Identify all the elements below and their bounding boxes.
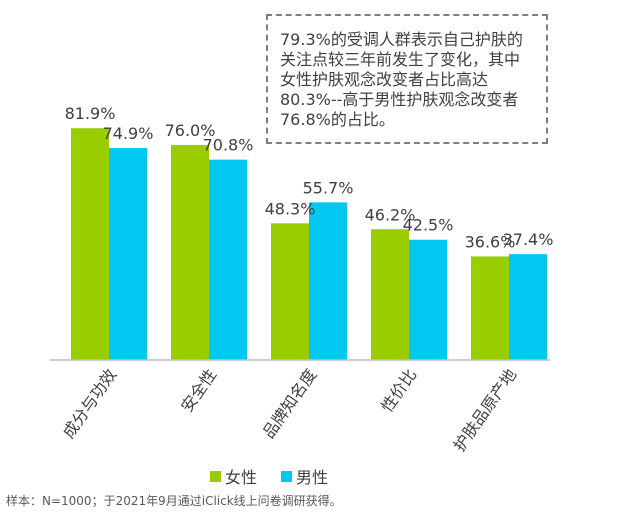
value-labels-group: 81.9%74.9% 76.0%70.8% 48.3% 55.7% 46.2%42.5%… bbox=[65, 104, 554, 251]
callout-line-3: 女性护肤观念改变者占比高达 bbox=[280, 70, 489, 89]
legend-item-male: 男性 bbox=[281, 464, 328, 488]
category-label-2: 品牌知名度 bbox=[259, 365, 320, 441]
bar-female-4 bbox=[471, 256, 509, 360]
category-label-1: 安全性 bbox=[177, 365, 220, 415]
value-label-female-1: 76.0% bbox=[165, 121, 216, 140]
value-label-female-0: 81.9% bbox=[65, 104, 116, 123]
value-label-female-4: 36.6% bbox=[465, 232, 516, 251]
value-label-female-2: 48.3% bbox=[265, 199, 316, 218]
category-label-4: 护肤品原产地 bbox=[450, 365, 521, 455]
value-label-male-3: 42.5% bbox=[403, 216, 454, 235]
bar-male-2 bbox=[309, 202, 347, 360]
value-label-male-0: 74.9% bbox=[103, 124, 154, 143]
bar-female-1 bbox=[171, 144, 209, 360]
footnote: 样本：N=1000；于2021年9月通过iClick线上问卷调研获得。 bbox=[6, 494, 342, 508]
bar-female-0 bbox=[71, 128, 109, 360]
bar-male-4 bbox=[509, 254, 547, 360]
bar-female-2 bbox=[271, 223, 309, 360]
legend-label-female: 女性 bbox=[225, 468, 258, 487]
bars-group bbox=[71, 128, 547, 360]
category-labels-group: 成分与功效 安全性 品牌知名度 性价比 护肤品原产地 bbox=[59, 365, 520, 455]
legend: 女性 男性 bbox=[210, 464, 328, 488]
callout-box: 79.3%的受调人群表示自己护肤的 关注点较三年前发生了变化，其中 女性护肤观念… bbox=[266, 14, 548, 144]
bar-male-1 bbox=[209, 159, 247, 360]
bar-male-0 bbox=[109, 148, 147, 360]
bar-male-3 bbox=[409, 239, 447, 360]
callout-line-1: 79.3%的受调人群表示自己护肤的 bbox=[280, 30, 523, 49]
legend-label-male: 男性 bbox=[296, 468, 329, 487]
bar-female-3 bbox=[371, 229, 409, 360]
value-label-male-2: 55.7% bbox=[303, 178, 354, 197]
legend-swatch-male bbox=[281, 470, 293, 482]
value-label-male-4: 37.4% bbox=[503, 230, 554, 249]
callout-line-2: 关注点较三年前发生了变化，其中 bbox=[280, 50, 521, 69]
callout-line-5: 76.8%的占比。 bbox=[280, 110, 395, 129]
category-label-3: 性价比 bbox=[377, 365, 420, 415]
category-label-0: 成分与功效 bbox=[59, 365, 120, 441]
legend-swatch-female bbox=[210, 470, 221, 482]
value-label-male-1: 70.8% bbox=[203, 136, 254, 155]
value-label-female-3: 46.2% bbox=[365, 205, 416, 224]
callout-line-4: 80.3%--高于男性护肤观念改变者 bbox=[280, 90, 519, 109]
legend-item-female: 女性 bbox=[210, 464, 257, 488]
